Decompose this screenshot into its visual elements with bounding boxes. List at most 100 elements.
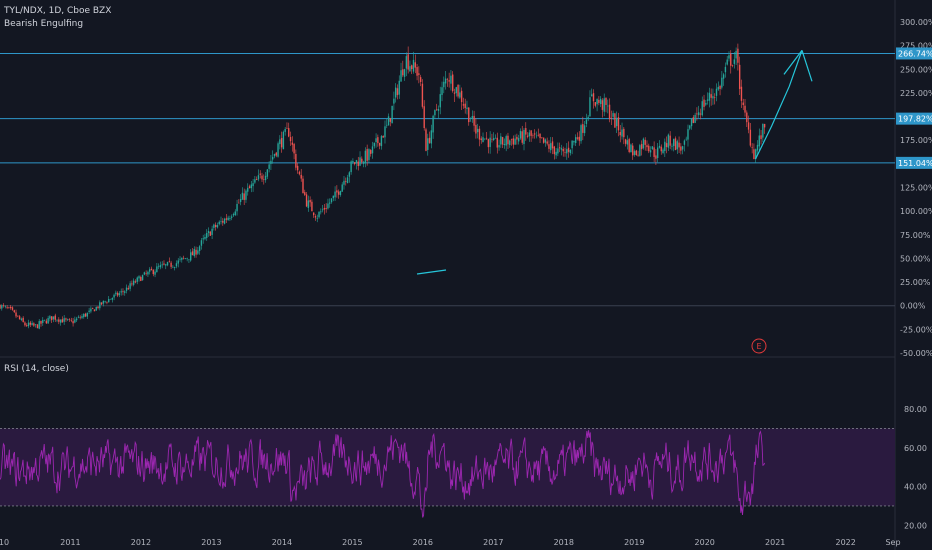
candle-body (49, 316, 51, 319)
candle-body (327, 203, 329, 209)
candle-body (534, 133, 536, 135)
price-tags: 266.74% 197.82% 151.04% (896, 47, 932, 169)
candle-body (266, 169, 269, 177)
candle-body (275, 152, 277, 156)
candle-body (749, 129, 752, 146)
candle-body (617, 117, 620, 131)
rsi-legend[interactable]: RSI (14, close) (4, 364, 69, 374)
candle-body (468, 107, 470, 123)
time-tick-label: 2022 (835, 538, 855, 547)
candle-body (566, 149, 568, 154)
candle-body (296, 165, 299, 171)
candle-body (40, 320, 42, 324)
candle-body (371, 146, 374, 154)
candle-body (81, 316, 83, 318)
candle-body (459, 92, 461, 98)
candle-body (172, 266, 174, 268)
candle-body (564, 152, 566, 153)
candle-body (532, 135, 534, 137)
candle-body (448, 80, 450, 82)
candle-body (165, 264, 167, 266)
candle-body (387, 116, 390, 126)
candle-body (519, 131, 522, 139)
candle-body (68, 319, 71, 320)
candle-body (42, 319, 44, 323)
candle-body (127, 288, 130, 290)
event-marker-label: E (756, 342, 761, 351)
candle-body (585, 119, 588, 124)
symbol-legend[interactable]: TYL/NDX, 1D, Cboe BZX (4, 6, 112, 16)
candle-body (612, 113, 614, 117)
candle-body (478, 128, 481, 140)
candle-body (213, 224, 215, 228)
candle-body (382, 135, 384, 138)
candle-body (386, 124, 388, 126)
candle-body (111, 297, 113, 300)
price-tick-label: 300.00% (900, 18, 932, 27)
candle-body (239, 198, 242, 203)
candle-body (587, 116, 589, 120)
candle-body (132, 280, 135, 285)
candle-body (689, 125, 691, 129)
time-tick-label: 2021 (765, 538, 785, 547)
candle-body (248, 186, 251, 189)
candle-body (603, 98, 605, 112)
candle-body (366, 149, 368, 161)
axis-layer: 300.00%275.00%250.00%225.00%200.00%175.0… (0, 18, 932, 547)
candle-body (523, 129, 525, 145)
candle-body (537, 134, 539, 136)
candle-body (528, 132, 531, 137)
candle-body (108, 299, 110, 303)
candle-body (669, 135, 671, 146)
time-tick-label: 2011 (60, 538, 80, 547)
candle-body (601, 100, 604, 110)
candle-body (699, 113, 702, 115)
candle-body (190, 252, 192, 261)
candle-body (498, 145, 500, 148)
candle-body (514, 138, 516, 145)
candle-body (6, 307, 8, 308)
candle-body (703, 99, 705, 107)
indicator-legend[interactable]: Bearish Engulfing (4, 19, 84, 29)
candle-body (364, 150, 367, 164)
candle-body (594, 102, 597, 106)
price-tick-label: -25.00% (900, 325, 932, 334)
candle-body (596, 98, 598, 105)
candle-body (391, 105, 393, 124)
candle-body (482, 137, 484, 143)
candle-body (54, 315, 56, 320)
candle-body (562, 148, 564, 152)
price-tick-label: 0.00% (900, 302, 926, 311)
candle-body (610, 117, 613, 119)
candle-body (11, 307, 14, 310)
candle-body (31, 323, 33, 325)
candle-body (671, 145, 673, 147)
candle-body (325, 208, 327, 209)
price-tag-label: 266.74% (898, 49, 932, 58)
candle-body (437, 108, 440, 111)
price-tag-label: 197.82% (898, 115, 932, 124)
candle-body (220, 221, 222, 222)
candle-body (491, 138, 493, 140)
price-tag-box (896, 112, 932, 125)
event-marker[interactable]: E (751, 338, 767, 354)
candle-body (446, 79, 449, 80)
candle-body (485, 137, 488, 139)
candle-body (1, 305, 3, 309)
candle-body (104, 301, 106, 302)
candle-body (357, 161, 359, 167)
candle-body (33, 323, 35, 326)
candle-body (621, 129, 623, 137)
candle-body (735, 50, 737, 59)
candle-body (350, 161, 352, 173)
candles-layer (0, 43, 766, 330)
candle-body (147, 271, 149, 275)
candle-body (241, 192, 244, 200)
candle-body (18, 316, 21, 320)
candle-body (580, 125, 582, 142)
candle-body (61, 319, 64, 323)
rsi-tick-label: 80.00 (904, 405, 927, 414)
candle-body (667, 134, 670, 148)
candle-body (705, 102, 707, 105)
